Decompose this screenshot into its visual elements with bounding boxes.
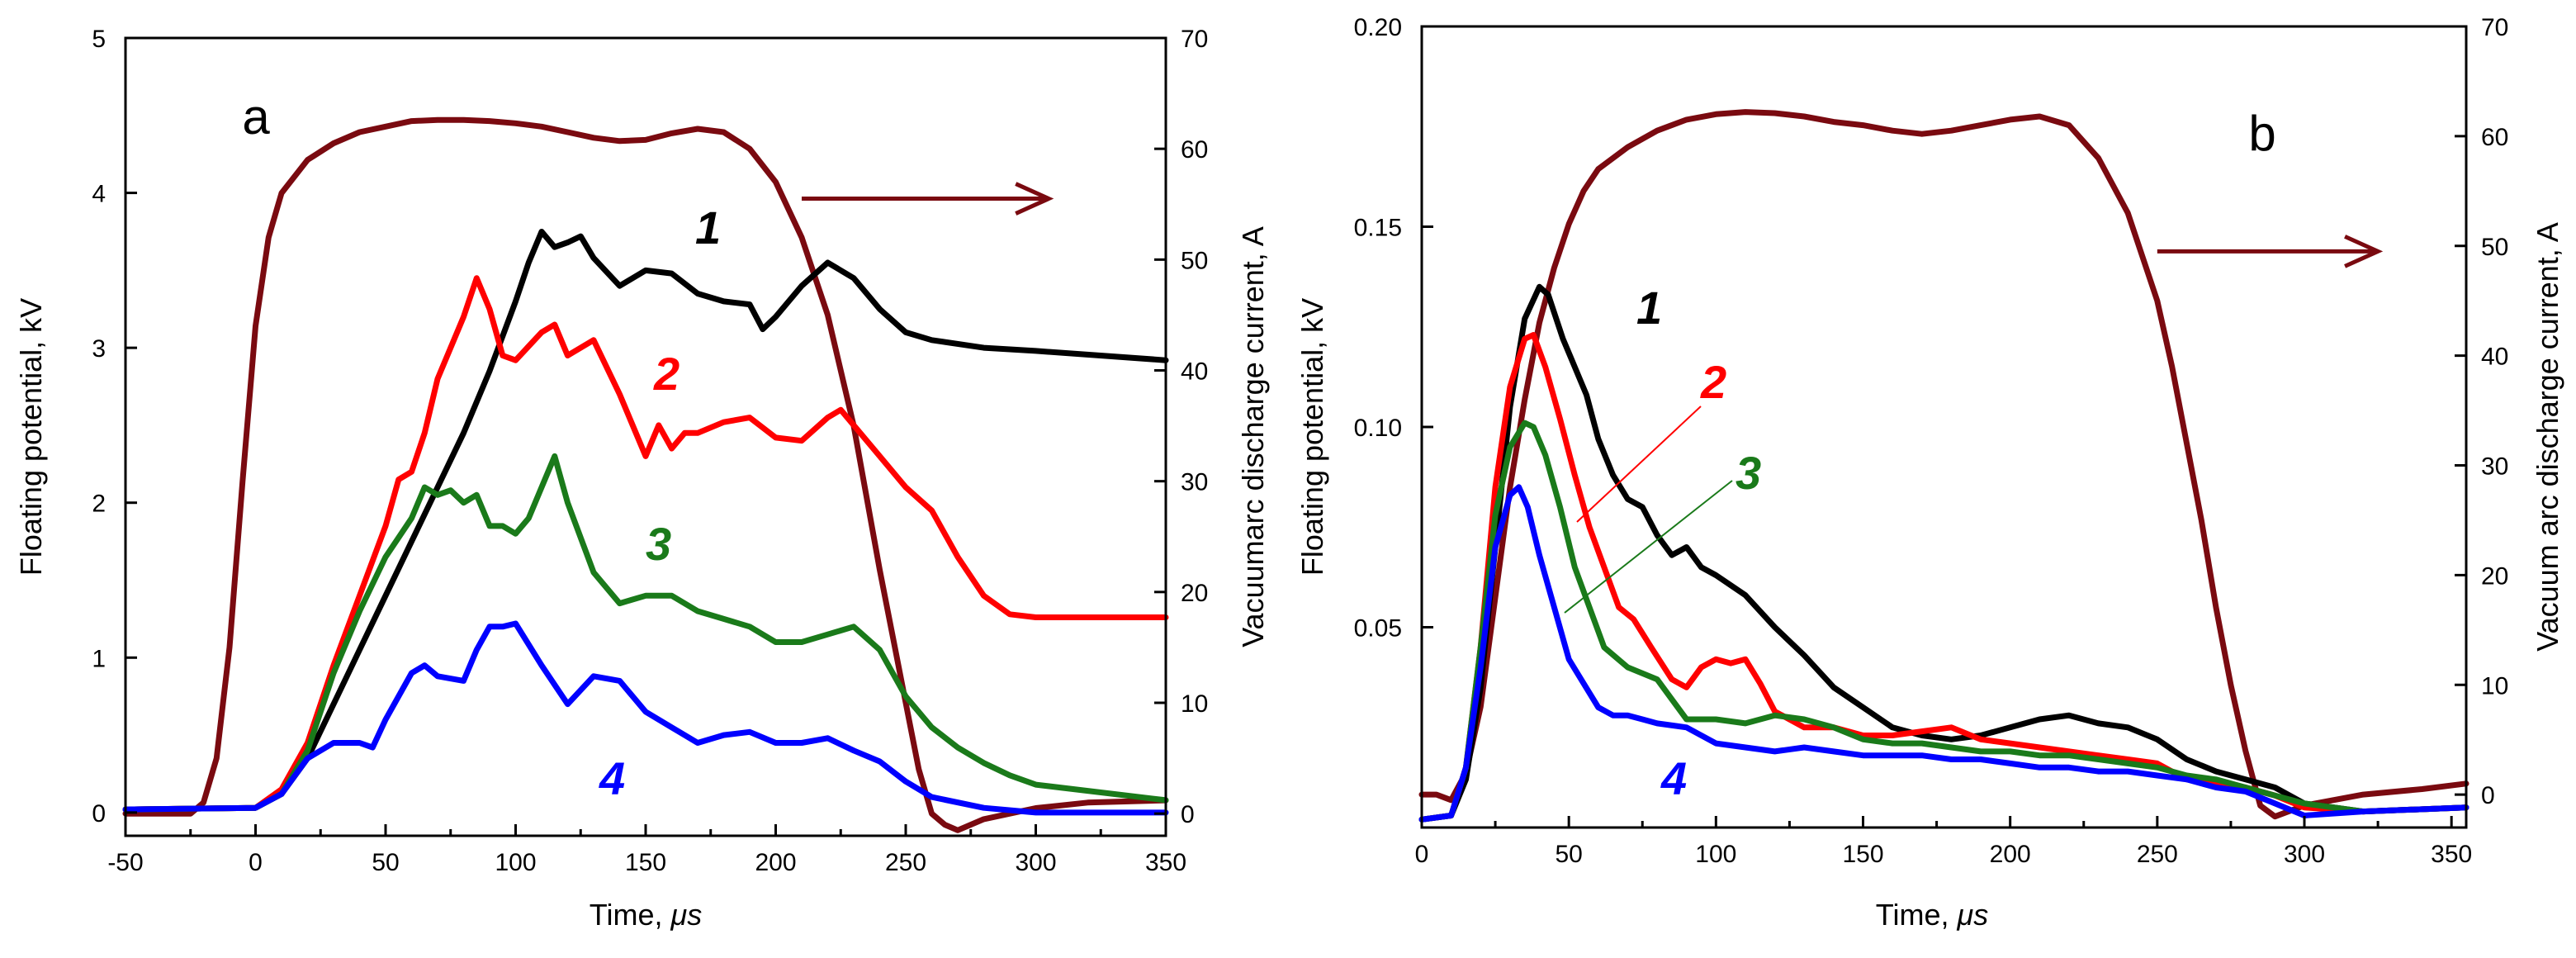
panel-a-right-y-tick-label: 70 <box>1181 26 1208 53</box>
panel-b-series-label-4: 4 <box>1660 752 1687 804</box>
panel-a-x-tick-label: -50 <box>107 849 143 876</box>
panel-b-right-y-tick-label: 30 <box>2481 453 2508 481</box>
panel-b-x-tick-label: 250 <box>2137 841 2178 868</box>
panel-a-x-axis-title: Time, μs <box>590 898 702 932</box>
panel-b-x-tick-label: 300 <box>2284 841 2325 868</box>
panel-a-x-tick-label: 350 <box>1145 849 1186 876</box>
panel-a-left-y-tick-label: 1 <box>92 645 106 672</box>
panel-b-right-y-tick-label: 10 <box>2481 672 2508 700</box>
panel-a-right-y-tick-label: 50 <box>1181 247 1208 274</box>
panel-a-series-1-line <box>122 229 1169 813</box>
panel-a-right-y-tick-label: 60 <box>1181 136 1208 164</box>
panel-a-right-y-tick-label: 20 <box>1181 580 1208 607</box>
panel-a-series-3-line <box>122 453 1169 813</box>
panel-a-left-axis-title: Floating potential, kV <box>14 298 48 576</box>
panel-b-left-y-tick-label: 0.10 <box>1354 415 1402 442</box>
panel-b-right-y-tick-label: 50 <box>2481 234 2508 261</box>
panel-a-series-label-1: 1 <box>695 202 721 254</box>
panel-a-right-y-tick-label: 0 <box>1181 801 1195 828</box>
panel-b-series-4-line <box>1418 484 2469 823</box>
panel-b-right-y-tick-label: 70 <box>2481 14 2508 41</box>
panel-a-series-label-4: 4 <box>599 752 625 804</box>
panel-b-x-tick-label: 0 <box>1415 841 1429 868</box>
panel-b-series-current-line <box>1418 109 2469 820</box>
panel-b-left-axis-title: Floating potential, kV <box>1295 298 1329 576</box>
panel-a-right-y-tick-label: 40 <box>1181 358 1208 386</box>
panel-b-right-axis-arrow <box>2157 235 2384 268</box>
panel-a-right-axis-title: Vacuumarc discharge current, A <box>1236 226 1270 647</box>
panel-a-letter: a <box>242 89 270 145</box>
panel-b-x-tick-label: 50 <box>1555 841 1582 868</box>
panel-a-left-y-tick-label: 3 <box>92 335 106 363</box>
panel-b-right-y-tick-label: 60 <box>2481 124 2508 151</box>
panel-b-x-axis-title: Time, μs <box>1876 898 1988 932</box>
panel-a-x-tick-label: 150 <box>625 849 666 876</box>
panel-a-x-tick-label: 250 <box>885 849 926 876</box>
panel-a-right-axis-arrow <box>802 182 1054 216</box>
panel-b-right-axis-title: Vacuum arc discharge current, A <box>2531 222 2564 652</box>
panel-b-x-tick-label: 350 <box>2431 841 2472 868</box>
panel-a-left-y-tick-label: 0 <box>92 800 106 828</box>
panel-a-series-current-line <box>122 116 1169 833</box>
panel-b: 0 50 100 150 200 250 300 3500.050.100.150.20010… <box>1295 14 2564 932</box>
panel-b-left-y-tick-label: 0.20 <box>1354 14 1402 41</box>
panel-a-x-tick-label: 50 <box>372 849 399 876</box>
panel-b-left-y-tick-label: 0.15 <box>1354 215 1402 242</box>
panel-a-left-y-tick-label: 2 <box>92 491 106 518</box>
panel-b-right-y-tick-label: 20 <box>2481 562 2508 590</box>
panel-a-left-y-tick-label: 4 <box>92 181 106 208</box>
panel-a-series-label-3: 3 <box>646 518 671 570</box>
panel-a-series-4-line <box>122 620 1169 816</box>
panel-b-series-2-line <box>1418 332 2469 823</box>
panel-a-x-tick-label: 100 <box>495 849 536 876</box>
panel-a-left-y-tick-label: 5 <box>92 26 106 53</box>
panel-b-right-y-tick-label: 0 <box>2481 782 2495 809</box>
panel-b-series-3-line <box>1418 420 2469 823</box>
panel-b-x-tick-label: 100 <box>1695 841 1736 868</box>
panel-a-right-y-tick-label: 30 <box>1181 469 1208 496</box>
panel-b-series-label-3: 3 <box>1735 447 1761 499</box>
panel-a-x-tick-label: 0 <box>249 849 263 876</box>
panel-b-leader-line-2 <box>1576 405 1702 523</box>
panel-b-series-1-line <box>1418 283 2469 823</box>
panel-b-x-tick-label: 150 <box>1842 841 1883 868</box>
panel-a-series-label-2: 2 <box>653 348 680 400</box>
panel-b-left-y-tick-label: 0.05 <box>1354 615 1402 643</box>
panel-a-x-tick-label: 200 <box>755 849 796 876</box>
panel-b-leader-line-3 <box>1564 480 1733 614</box>
panel-b-right-y-tick-label: 40 <box>2481 344 2508 371</box>
panel-b-letter: b <box>2248 106 2275 161</box>
panel-a-x-tick-label: 300 <box>1015 849 1056 876</box>
panel-a: -50 0 50 100 150 200 250 300 3500123450102030405… <box>14 26 1270 932</box>
panel-a-series-2-line <box>122 275 1169 813</box>
panel-b-series-label-1: 1 <box>1636 282 1662 334</box>
panel-b-series-label-2: 2 <box>1700 356 1726 408</box>
panel-a-right-y-tick-label: 10 <box>1181 690 1208 718</box>
panel-b-x-tick-label: 200 <box>1990 841 2031 868</box>
